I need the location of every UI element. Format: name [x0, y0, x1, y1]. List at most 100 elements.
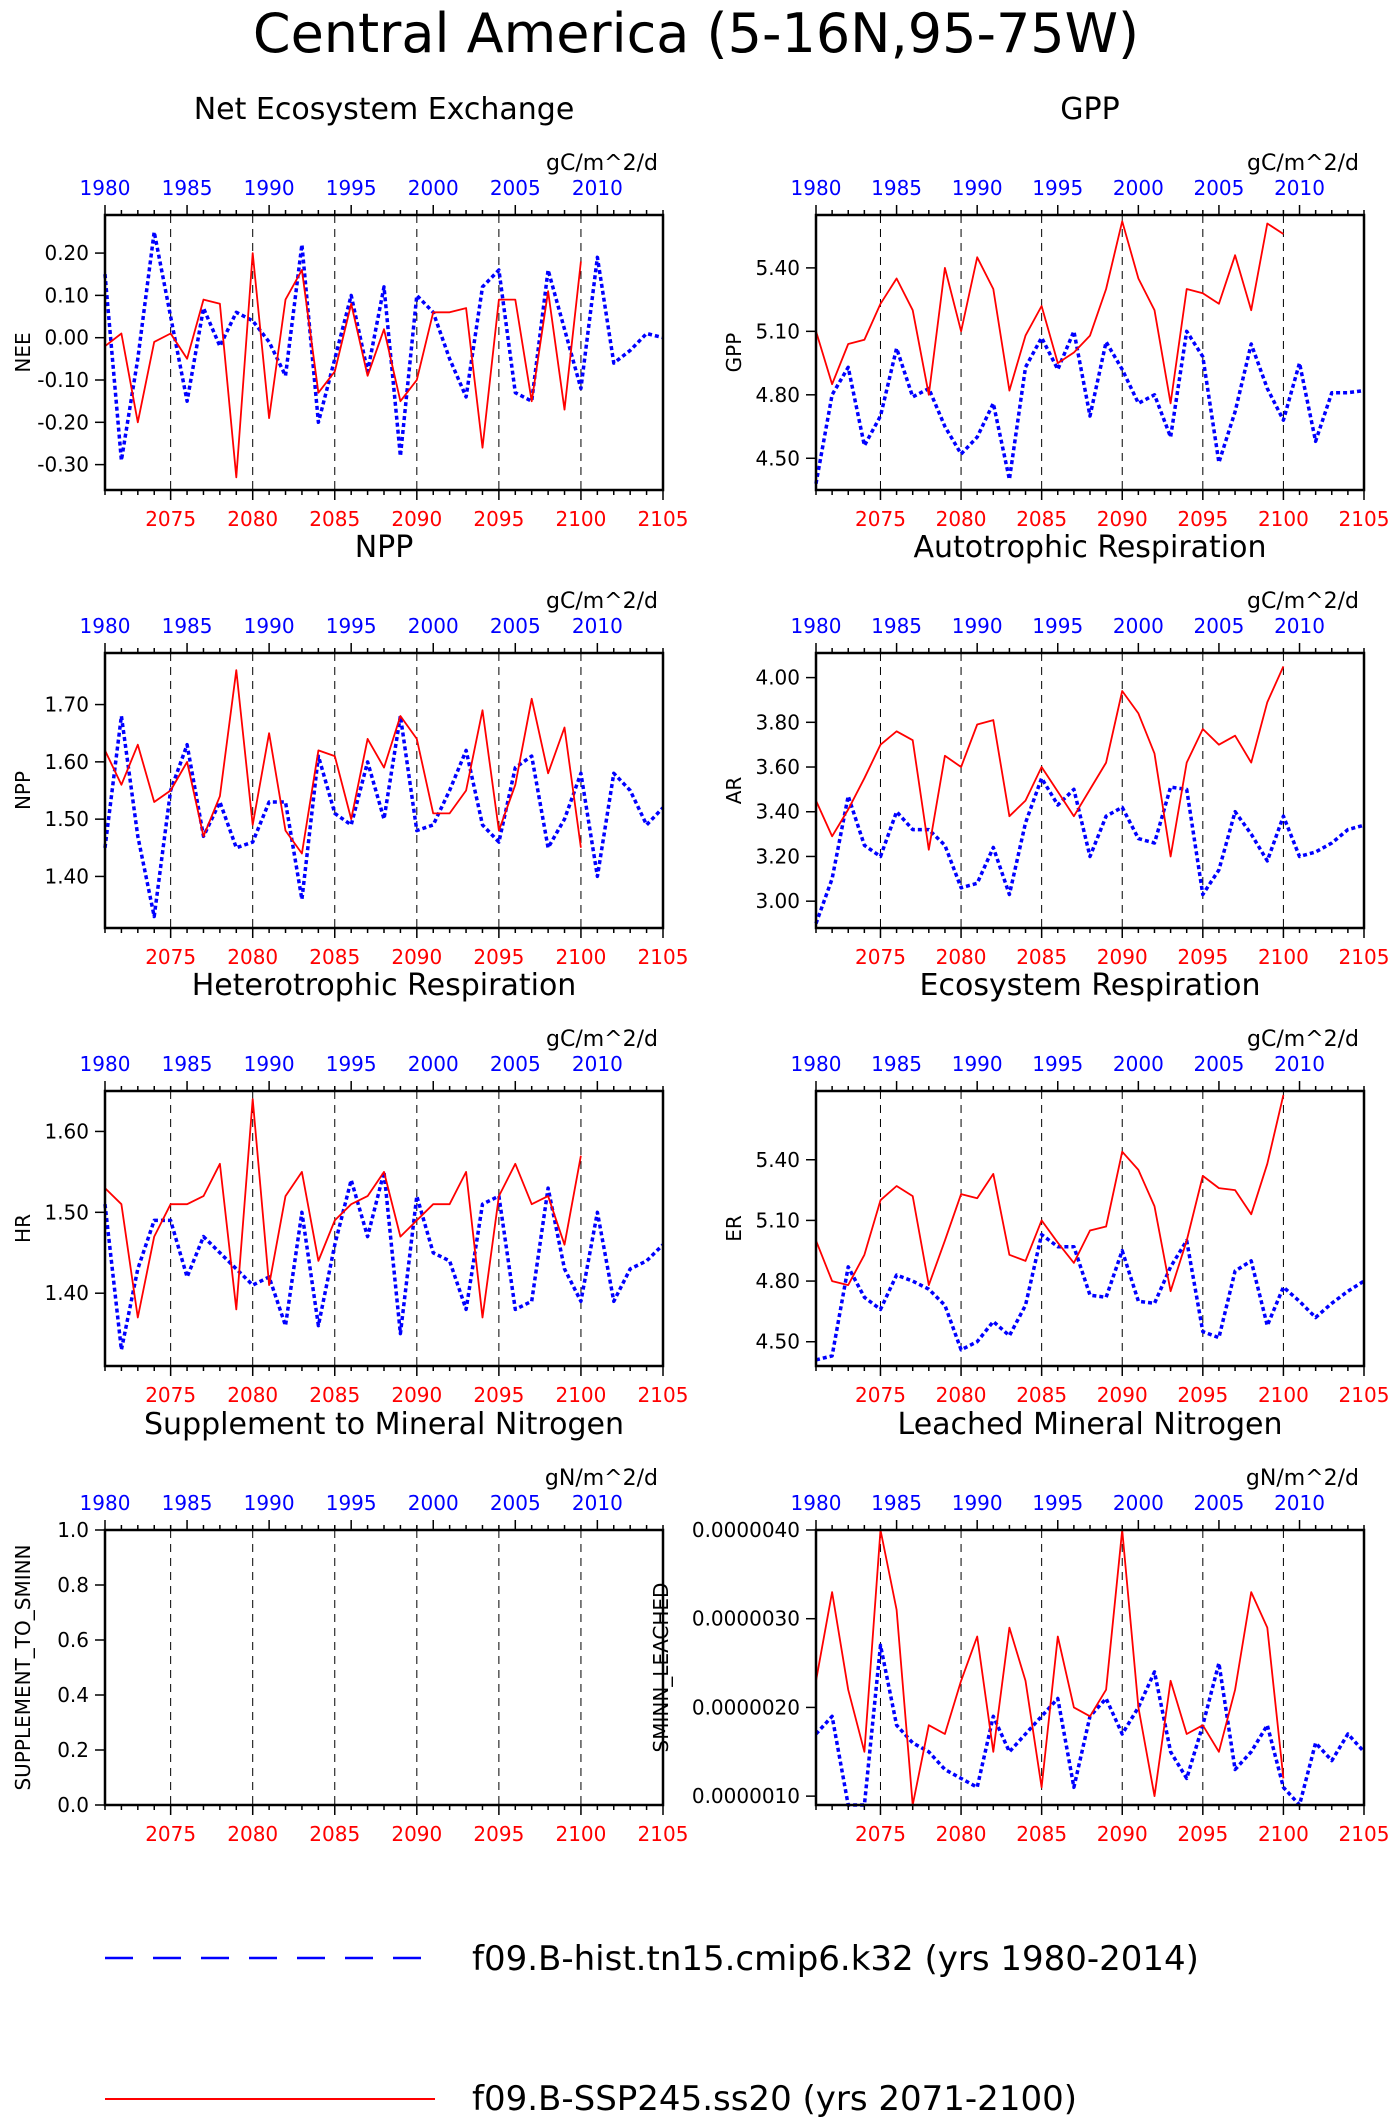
panel-3: NPP gC/m^2/d 1980 1985 1990 1995 2000 2005 2010 2… — [11, 530, 688, 969]
bottom-tick-label: 2080 — [936, 1383, 987, 1407]
top-tick-label: 2010 — [572, 1491, 623, 1515]
bottom-tick-label: 2100 — [555, 1383, 606, 1407]
bottom-tick-label: 2080 — [227, 945, 278, 969]
y-tick-label: 1.60 — [44, 1119, 89, 1143]
top-tick-label: 1990 — [244, 1491, 295, 1515]
bottom-tick-label: 2100 — [1258, 507, 1309, 531]
bottom-tick-label: 2085 — [309, 1383, 360, 1407]
top-tick-label: 1980 — [80, 1052, 131, 1076]
panel-title: Leached Mineral Nitrogen — [898, 1407, 1283, 1442]
bottom-tick-label: 2105 — [638, 507, 689, 531]
bottom-tick-label: 2090 — [1097, 507, 1148, 531]
top-tick-label: 2010 — [1274, 1491, 1325, 1515]
panel-2: GPP gC/m^2/d 1980 1985 1990 1995 2000 2005 2010 2… — [722, 92, 1389, 531]
bottom-tick-label: 2090 — [1097, 1822, 1148, 1846]
plot-frame — [103, 1089, 665, 1368]
bottom-tick-label: 2095 — [473, 1822, 524, 1846]
top-tick-label: 2000 — [408, 176, 459, 200]
y-tick-label: 1.40 — [44, 1281, 89, 1305]
series-ssp-line — [815, 220, 1284, 405]
bottom-tick-label: 2105 — [638, 1822, 689, 1846]
bottom-tick-label: 2105 — [1339, 1383, 1390, 1407]
top-tick-label: 2010 — [1274, 176, 1325, 200]
top-tick-label: 1985 — [162, 1491, 213, 1515]
top-tick-label: 2000 — [1113, 1052, 1164, 1076]
bottom-tick-label: 2105 — [1339, 945, 1390, 969]
bottom-tick-label: 2075 — [145, 507, 196, 531]
y-tick-label: 5.40 — [755, 256, 800, 280]
bottom-tick-label: 2095 — [1177, 507, 1228, 531]
panel-8: Leached Mineral Nitrogen gN/m^2/d 1980 1985… — [649, 1407, 1389, 1846]
top-tick-label: 2000 — [408, 614, 459, 638]
series-hist-line — [103, 230, 664, 463]
top-tick-label: 2005 — [1193, 176, 1244, 200]
units-label: gC/m^2/d — [546, 151, 658, 176]
panel-title: Net Ecosystem Exchange — [194, 92, 575, 127]
y-tick-label: 1.50 — [44, 807, 89, 831]
top-tick-label: 2000 — [408, 1491, 459, 1515]
top-tick-label: 1995 — [326, 176, 377, 200]
y-tick-label: 4.80 — [755, 1269, 800, 1293]
bottom-tick-label: 2085 — [1016, 1383, 1067, 1407]
bottom-tick-label: 2075 — [145, 1822, 196, 1846]
top-tick-label: 1995 — [1032, 1491, 1083, 1515]
panel-title: GPP — [1060, 92, 1119, 127]
bottom-tick-label: 2100 — [555, 1822, 606, 1846]
bottom-tick-label: 2085 — [309, 945, 360, 969]
panel-5: Heterotrophic Respiration gC/m^2/d 1980 198… — [11, 968, 688, 1407]
y-tick-label: 0.4 — [57, 1683, 89, 1707]
bottom-tick-label: 2105 — [1339, 1822, 1390, 1846]
y-tick-label: 4.50 — [755, 1330, 800, 1354]
top-tick-label: 1985 — [871, 1491, 922, 1515]
top-tick-label: 2000 — [408, 1052, 459, 1076]
top-tick-label: 1995 — [1032, 176, 1083, 200]
bottom-tick-label: 2095 — [1177, 1383, 1228, 1407]
bottom-tick-label: 2080 — [227, 1383, 278, 1407]
top-tick-label: 1995 — [326, 1491, 377, 1515]
y-tick-label: 3.20 — [755, 844, 800, 868]
series-hist-line — [815, 1232, 1365, 1362]
plot-frame — [103, 651, 665, 930]
units-label: gC/m^2/d — [546, 589, 658, 614]
y-tick-label: 1.70 — [44, 693, 89, 717]
top-tick-label: 1985 — [871, 614, 922, 638]
bottom-tick-label: 2095 — [473, 507, 524, 531]
bottom-tick-label: 2100 — [1258, 945, 1309, 969]
figure-title: Central America (5-16N,95-75W) — [253, 2, 1139, 65]
y-tick-label: 0.8 — [57, 1573, 89, 1597]
top-tick-label: 2005 — [490, 176, 541, 200]
top-tick-label: 2005 — [490, 1491, 541, 1515]
panel-title: Autotrophic Respiration — [913, 530, 1266, 565]
series-hist-line — [103, 714, 665, 919]
bottom-tick-label: 2090 — [391, 1383, 442, 1407]
top-tick-label: 2005 — [1193, 1052, 1244, 1076]
y-tick-label: 4.50 — [755, 446, 800, 470]
top-tick-label: 2000 — [1113, 176, 1164, 200]
y-tick-label: 1.60 — [44, 750, 89, 774]
top-tick-label: 1985 — [162, 1052, 213, 1076]
top-tick-label: 1980 — [791, 1052, 842, 1076]
top-tick-label: 2000 — [1113, 1491, 1164, 1515]
top-tick-label: 2005 — [1193, 614, 1244, 638]
series-hist-line — [814, 1643, 1366, 1807]
top-tick-label: 1980 — [80, 176, 131, 200]
legend-ssp-label: f09.B-SSP245.ss20 (yrs 2071-2100) — [472, 2079, 1077, 2119]
y-tick-label: 4.80 — [755, 383, 800, 407]
y-tick-label: 3.00 — [755, 889, 800, 913]
top-tick-label: 1985 — [871, 176, 922, 200]
y-tick-label: -0.10 — [37, 368, 89, 392]
y-tick-label: 5.40 — [755, 1148, 800, 1172]
bottom-tick-label: 2085 — [1016, 507, 1067, 531]
y-tick-label: 5.10 — [755, 319, 800, 343]
y-tick-label: 0.20 — [44, 241, 89, 265]
bottom-tick-label: 2105 — [1339, 507, 1390, 531]
panels: Net Ecosystem Exchange gC/m^2/d 1980 1985 19… — [11, 92, 1389, 1846]
bottom-tick-label: 2090 — [391, 945, 442, 969]
panel-7: Supplement to Mineral Nitrogen gN/m^2/d 19… — [11, 1407, 688, 1846]
y-tick-label: 0.10 — [44, 283, 89, 307]
y-tick-label: 0.0000040 — [692, 1518, 800, 1542]
top-tick-label: 2010 — [572, 1052, 623, 1076]
y-axis-label: NPP — [11, 771, 35, 810]
series-ssp-line — [815, 1529, 1285, 1806]
